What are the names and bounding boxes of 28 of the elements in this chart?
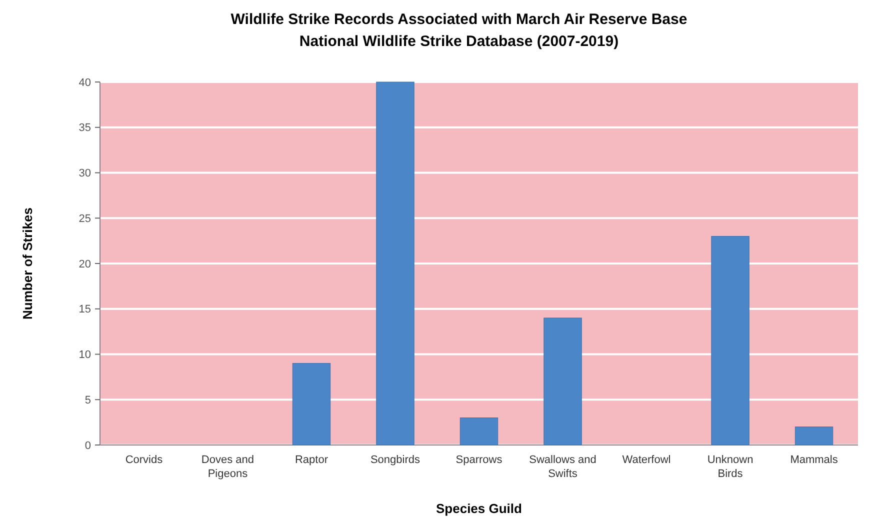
x-tick-label: Waterfowl bbox=[622, 454, 671, 466]
bar bbox=[292, 363, 331, 446]
y-tick-label: 0 bbox=[84, 440, 91, 452]
chart-subtitle: National Wildlife Strike Database (2007-2019) bbox=[299, 33, 619, 50]
bar bbox=[794, 426, 834, 446]
x-tick-label: Doves and Pigeons bbox=[201, 454, 254, 480]
y-tick-label: 5 bbox=[84, 394, 91, 406]
x-axis-title: Species Guild bbox=[436, 501, 522, 516]
x-tick-label: Songbirds bbox=[370, 454, 420, 466]
y-tick-label: 20 bbox=[78, 258, 91, 270]
y-tick-label: 25 bbox=[78, 212, 91, 225]
bar bbox=[544, 318, 582, 446]
x-tick-label: Raptor bbox=[294, 454, 328, 466]
bar bbox=[711, 236, 750, 446]
x-tick-label: Unknown Birds bbox=[707, 454, 754, 480]
x-tick-label: Swallows and Swifts bbox=[529, 454, 596, 480]
bar bbox=[376, 82, 414, 446]
y-tick-label: 40 bbox=[78, 76, 91, 89]
y-tick-label: 35 bbox=[78, 122, 91, 134]
y-tick-label: 15 bbox=[78, 304, 91, 316]
y-tick-label: 10 bbox=[78, 349, 91, 362]
x-tick-label: Corvids bbox=[125, 454, 164, 466]
chart-title: Wildlife Strike Records Associated with March Air Reserve Base bbox=[230, 11, 688, 28]
y-tick-label: 30 bbox=[78, 168, 91, 180]
x-tick-label: Mammals bbox=[790, 454, 838, 466]
x-tick-label: Sparrows bbox=[456, 454, 503, 466]
y-axis-title: Number of Strikes bbox=[20, 208, 35, 320]
bar bbox=[460, 418, 498, 446]
